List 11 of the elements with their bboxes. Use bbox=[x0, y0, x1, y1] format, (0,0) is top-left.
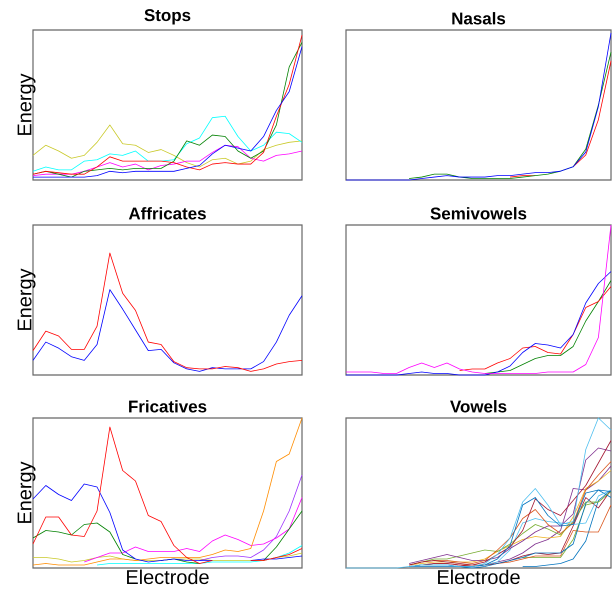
x-axis-title: Electrode bbox=[438, 570, 520, 584]
y-axis-title: Energy bbox=[18, 461, 36, 523]
y-axis-title: Energy bbox=[18, 73, 36, 135]
chart-title: Stops bbox=[144, 9, 190, 25]
chart-title: Semivowels bbox=[430, 207, 526, 220]
chart-title: Affricates bbox=[128, 207, 206, 220]
chart-title: Nasals bbox=[452, 12, 506, 25]
chart-title: Vowels bbox=[450, 400, 506, 413]
x-axis-title: Electrode bbox=[127, 570, 209, 584]
y-axis-title: Energy bbox=[18, 268, 36, 330]
chart-title: Fricatives bbox=[129, 400, 206, 413]
